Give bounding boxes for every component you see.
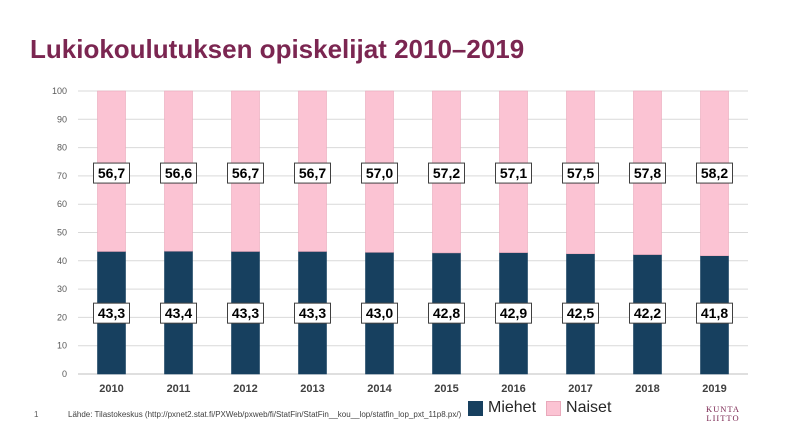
data-label-box bbox=[294, 302, 331, 324]
data-label-naiset-2013: 56,7 bbox=[299, 165, 326, 181]
data-label-miehet-2015: 42,8 bbox=[433, 305, 460, 321]
data-label-box bbox=[562, 302, 599, 324]
data-label-box bbox=[93, 302, 130, 324]
data-label-box bbox=[361, 302, 398, 324]
x-tick-label-2011: 2011 bbox=[167, 383, 191, 395]
data-label-naiset-2015: 57,2 bbox=[433, 165, 460, 181]
data-label-box bbox=[160, 302, 197, 324]
data-label-box bbox=[428, 162, 465, 184]
y-tick-label: 100 bbox=[52, 86, 67, 96]
page-number: 1 bbox=[34, 410, 39, 419]
data-label-naiset-2010: 56,7 bbox=[98, 165, 125, 181]
data-label-naiset-2019: 58,2 bbox=[701, 165, 728, 181]
legend-label-miehet: Miehet bbox=[488, 399, 537, 416]
data-label-miehet-2016: 42,9 bbox=[500, 305, 527, 321]
legend: Miehet Naiset bbox=[468, 399, 621, 417]
data-label-miehet-2014: 43,0 bbox=[366, 305, 393, 321]
data-label-miehet-2018: 42,2 bbox=[634, 305, 661, 321]
y-tick-label: 10 bbox=[57, 341, 67, 351]
data-label-naiset-2016: 57,1 bbox=[500, 165, 527, 181]
data-label-box bbox=[227, 162, 264, 184]
y-tick-label: 50 bbox=[57, 228, 67, 238]
x-tick-label-2010: 2010 bbox=[99, 383, 123, 395]
y-tick-label: 40 bbox=[57, 256, 67, 266]
data-label-box bbox=[629, 302, 666, 324]
legend-label-naiset: Naiset bbox=[566, 399, 612, 416]
data-label-naiset-2014: 57,0 bbox=[366, 165, 393, 181]
data-label-naiset-2018: 57,8 bbox=[634, 165, 661, 181]
data-label-box bbox=[495, 302, 532, 324]
x-tick-label-2013: 2013 bbox=[300, 383, 324, 395]
chart-title: Lukiokoulutuksen opiskelijat 2010–2019 bbox=[30, 34, 525, 64]
data-label-miehet-2012: 43,3 bbox=[232, 305, 259, 321]
data-label-miehet-2010: 43,3 bbox=[98, 305, 125, 321]
y-tick-label: 30 bbox=[57, 284, 67, 294]
y-axis: 0 10 20 30 40 50 60 70 80 90 100 bbox=[52, 86, 67, 379]
data-label-miehet-2011: 43,4 bbox=[165, 305, 192, 321]
data-label-box bbox=[562, 162, 599, 184]
x-tick-label-2016: 2016 bbox=[501, 383, 525, 395]
source-note: Lähde: Tilastokeskus (http://pxnet2.stat… bbox=[68, 410, 462, 419]
y-tick-label: 60 bbox=[57, 199, 67, 209]
x-tick-label-2019: 2019 bbox=[702, 383, 726, 395]
data-label-box bbox=[629, 162, 666, 184]
data-label-box bbox=[696, 162, 733, 184]
x-tick-label-2017: 2017 bbox=[568, 383, 592, 395]
y-tick-label: 90 bbox=[57, 114, 67, 124]
data-label-box bbox=[696, 302, 733, 324]
legend-swatch-miehet bbox=[468, 400, 483, 416]
data-label-naiset-2012: 56,7 bbox=[232, 165, 259, 181]
x-tick-label-2012: 2012 bbox=[233, 383, 257, 395]
y-tick-label: 20 bbox=[57, 312, 67, 322]
logo-line-2: LIITTO bbox=[706, 413, 740, 423]
data-label-naiset-2011: 56,6 bbox=[165, 165, 192, 181]
kuntaliitto-logo: KUNTA LIITTO bbox=[700, 405, 746, 423]
data-label-miehet-2019: 41,8 bbox=[701, 305, 728, 321]
legend-item-naiset: Naiset bbox=[546, 399, 611, 417]
data-labels: 43,3 56,7 43,4 56,6 43,3 56,7 43,3 56,7 43,0 57,0… bbox=[93, 162, 733, 324]
data-label-box bbox=[294, 162, 331, 184]
legend-item-miehet: Miehet bbox=[468, 399, 536, 417]
data-label-box bbox=[428, 302, 465, 324]
x-tick-label-2014: 2014 bbox=[367, 383, 392, 395]
legend-swatch-naiset bbox=[546, 400, 562, 416]
x-axis: 2010 2011 2012 2013 2014 2015 2016 2017 2018 2019 bbox=[99, 383, 726, 395]
data-label-miehet-2017: 42,5 bbox=[567, 305, 594, 321]
data-label-box bbox=[93, 162, 130, 184]
y-tick-label: 0 bbox=[62, 369, 67, 379]
data-label-box bbox=[495, 162, 532, 184]
x-tick-label-2015: 2015 bbox=[434, 383, 458, 395]
logo-line-1: KUNTA bbox=[705, 404, 741, 414]
data-label-box bbox=[361, 162, 398, 184]
data-label-box bbox=[227, 302, 264, 324]
y-tick-label: 70 bbox=[57, 171, 67, 181]
y-tick-label: 80 bbox=[57, 143, 67, 153]
x-tick-label-2018: 2018 bbox=[635, 383, 659, 395]
data-label-box bbox=[160, 162, 197, 184]
data-label-miehet-2013: 43,3 bbox=[299, 305, 326, 321]
data-label-naiset-2017: 57,5 bbox=[567, 165, 594, 181]
